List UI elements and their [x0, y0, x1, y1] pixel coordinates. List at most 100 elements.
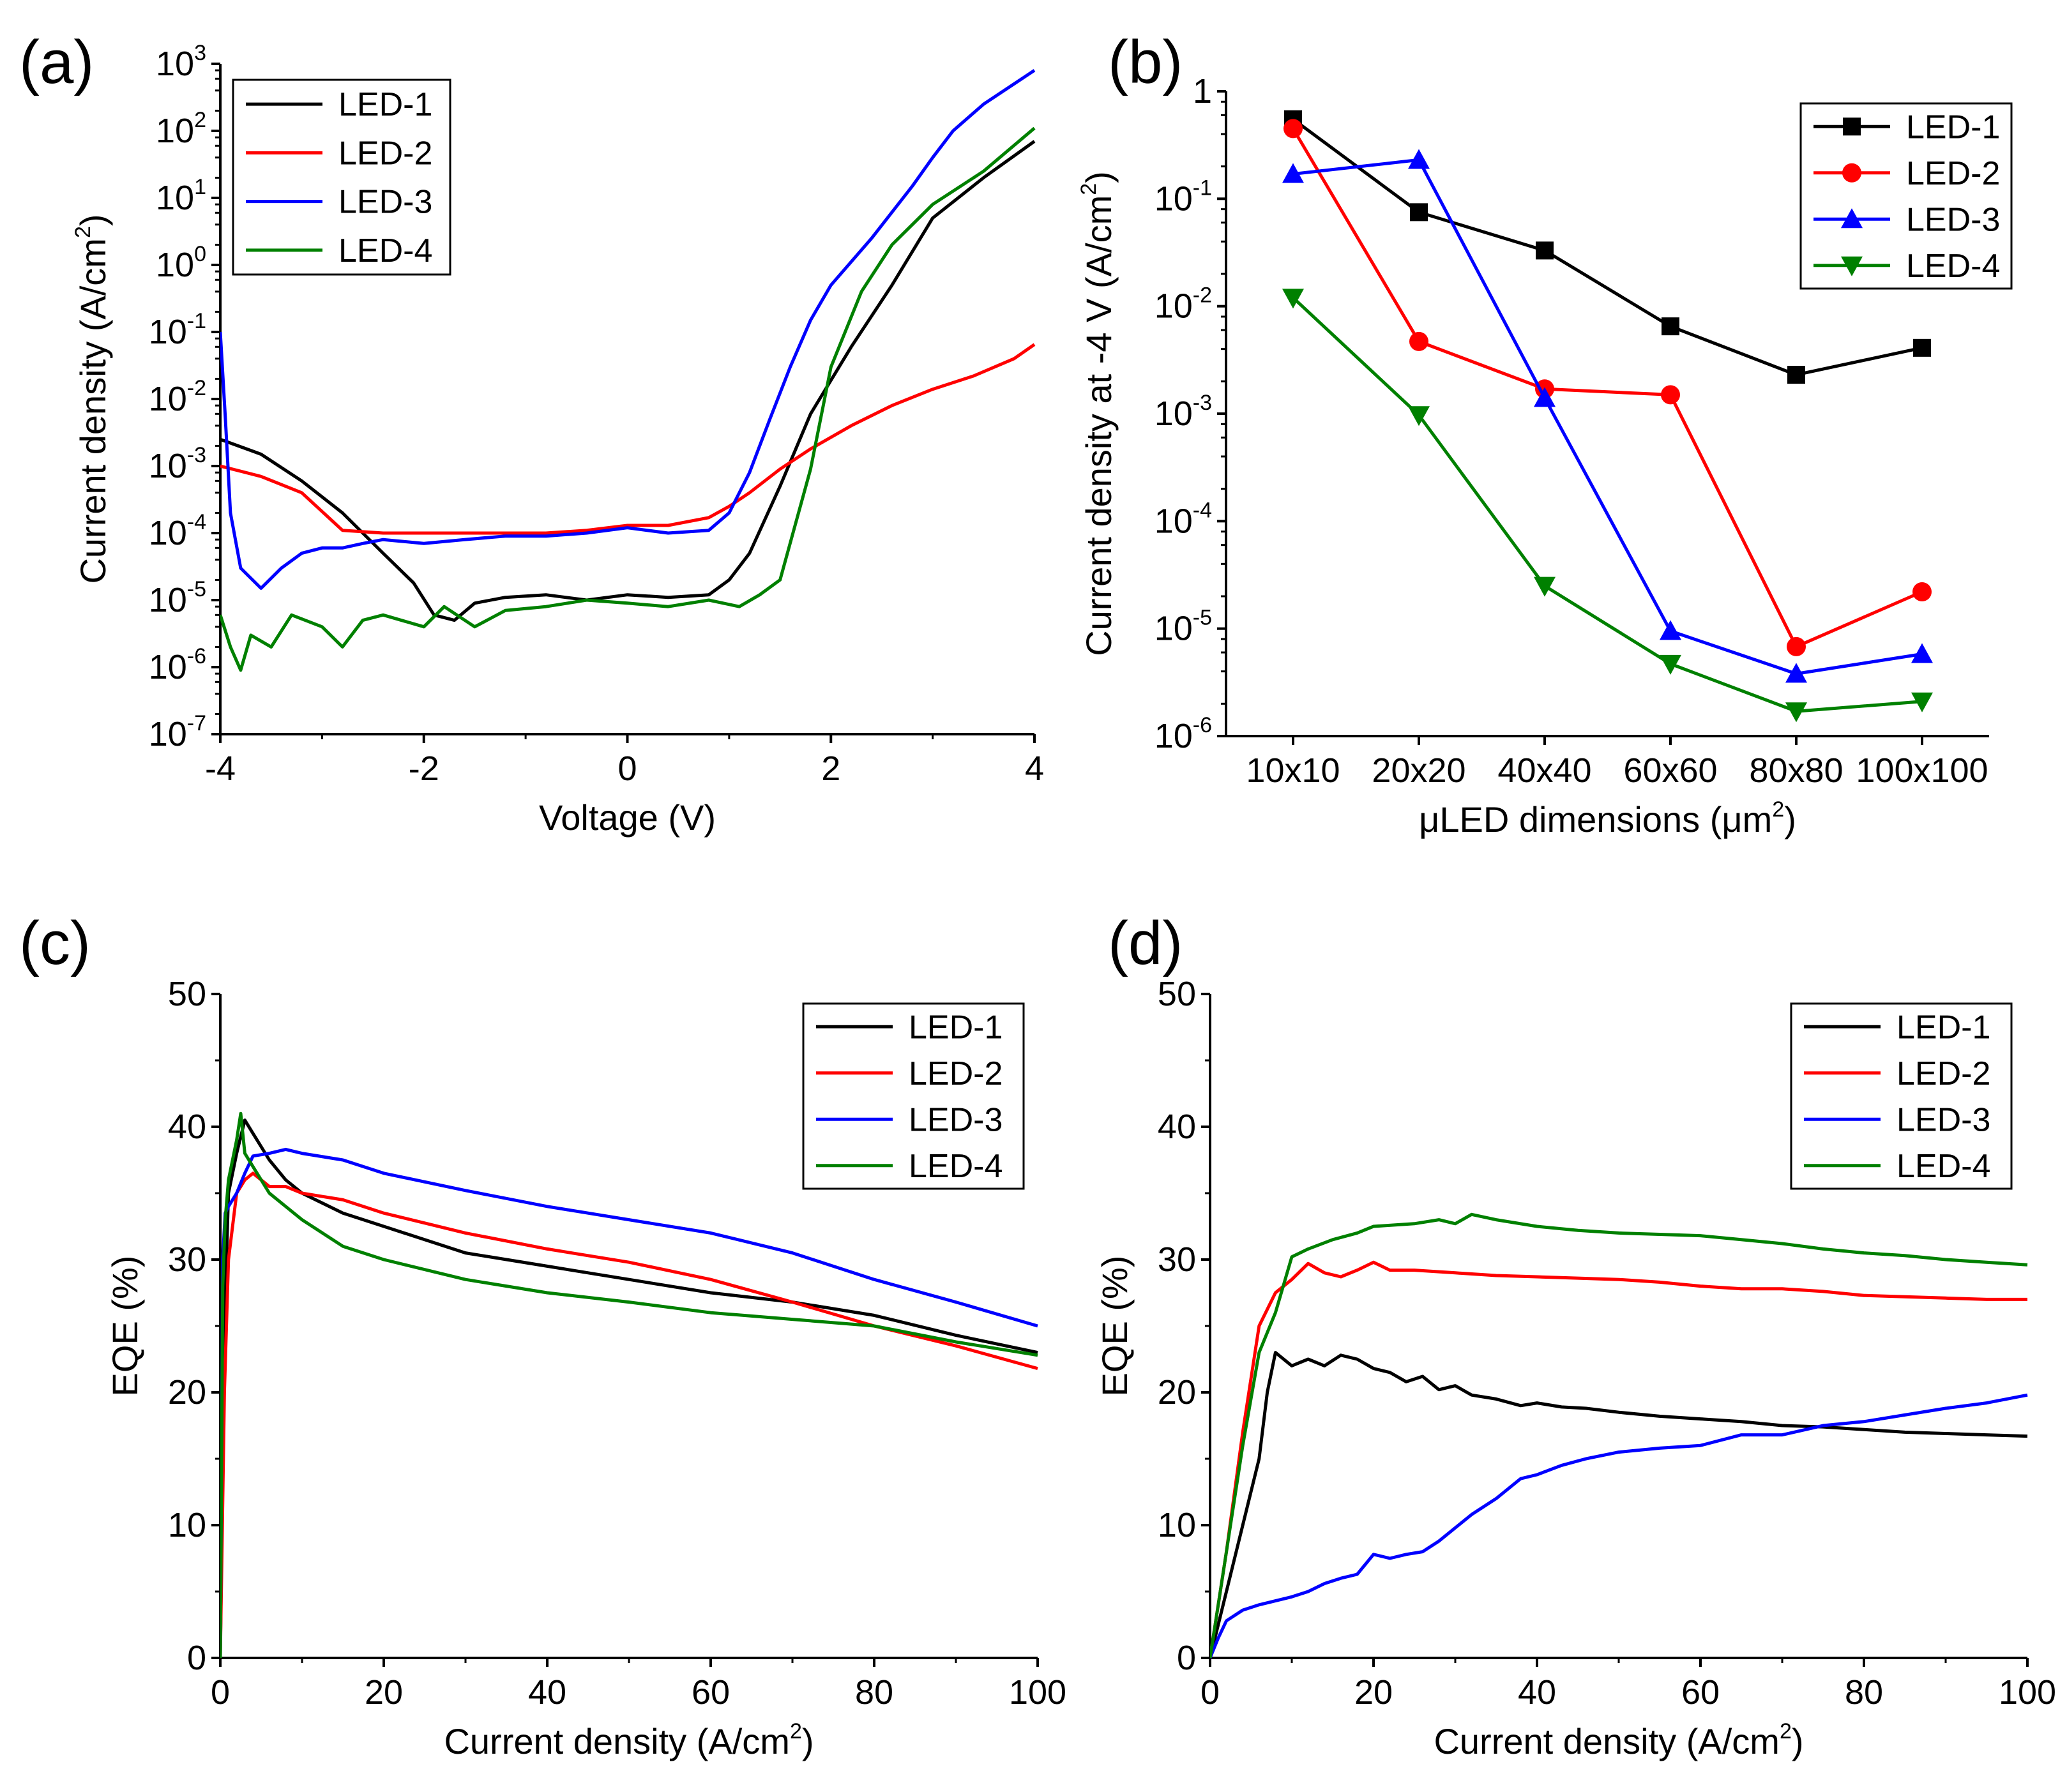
- panel-c: (c) 0 10 20 30 40 50 0 20 40 60 80 100 Current densit…: [19, 909, 1066, 1761]
- series-line-led-4: [220, 126, 1036, 672]
- y-tick-label: 50: [1158, 975, 1196, 1013]
- legend-label: LED-1: [1897, 1009, 1990, 1046]
- legend-label: LED-4: [1897, 1148, 1990, 1185]
- data-point-led-4: [1660, 654, 1681, 675]
- x-tick-label: 40: [528, 1673, 566, 1712]
- series-line-led-1: [1210, 1351, 2028, 1659]
- y-tick-label: 0: [187, 1639, 206, 1677]
- series-line-led-2: [220, 343, 1036, 535]
- series-line-led-2: [1291, 128, 1923, 649]
- x-tick-label: 20: [1354, 1673, 1393, 1712]
- x-tick-label: 100: [1009, 1673, 1066, 1712]
- y-tick-label: 102: [156, 108, 206, 150]
- x-tick-label: 40: [1518, 1673, 1556, 1712]
- x-tick-label: 100x100: [1856, 751, 1988, 790]
- legend-box: [1790, 1002, 2013, 1190]
- y-tick-label: 101: [156, 175, 206, 217]
- x-tick-label: 80x80: [1749, 751, 1843, 790]
- x-tick-label: 100: [1999, 1673, 2056, 1712]
- data-point-led-4: [1408, 406, 1430, 426]
- series-line-led-3: [220, 1147, 1038, 1659]
- x-tick-label: 60x60: [1623, 751, 1717, 790]
- y-tick-label: 10-2: [1155, 283, 1212, 326]
- series-line-led-4: [220, 1111, 1038, 1659]
- data-point-led-3: [1408, 149, 1430, 169]
- series-line-led-4: [1292, 296, 1923, 713]
- legend-label: LED-4: [1906, 248, 2000, 285]
- x-tick-label: 60: [692, 1673, 730, 1712]
- data-point-led-4: [1785, 702, 1807, 723]
- legend-label: LED-1: [338, 86, 432, 123]
- panel-d: (d) 0 10 20 30 40 50 0 20 40 60 80 100 Current densit…: [1094, 909, 2056, 1761]
- y-tick-label: 10: [168, 1506, 206, 1544]
- y-tick-label: 20: [168, 1373, 206, 1412]
- x-tick-label: -4: [205, 749, 236, 788]
- y-tick-label: 10: [1158, 1506, 1196, 1544]
- data-point-led-4: [1911, 692, 1933, 712]
- x-tick-label: 2: [821, 749, 840, 788]
- y-tick-label: 0: [1177, 1639, 1196, 1677]
- data-point-led-2: [1912, 582, 1932, 602]
- x-axis-title: Current density (A/cm2): [444, 1719, 814, 1761]
- x-tick-label: 80: [1845, 1673, 1883, 1712]
- x-tick-label: 0: [1200, 1673, 1220, 1712]
- data-point-led-3: [1911, 643, 1933, 663]
- panel-b: (b) 1 10-1 10-2 10-3 10-4 10-5 10-6 10x10 20x20 40…: [1077, 28, 2013, 840]
- y-tick-label: 10-7: [149, 711, 206, 753]
- data-point-led-3: [1534, 387, 1556, 407]
- legend-label: LED-2: [1906, 155, 2000, 192]
- y-axis-title: Current density (A/cm2): [71, 214, 113, 584]
- data-point-led-3: [1660, 620, 1681, 640]
- panel-label: (c): [19, 909, 91, 977]
- data-point-led-3: [1282, 163, 1304, 183]
- x-tick-label: 0: [617, 749, 637, 788]
- legend-label: LED-1: [1906, 109, 2000, 146]
- data-point-led-2: [1283, 119, 1303, 139]
- legend-label: LED-1: [909, 1009, 1003, 1046]
- y-tick-label: 20: [1158, 1373, 1196, 1412]
- x-tick-label: 4: [1025, 749, 1044, 788]
- legend-marker: [1841, 208, 1863, 229]
- y-tick-label: 40: [168, 1108, 206, 1146]
- y-tick-label: 10-3: [1155, 391, 1212, 433]
- x-tick-label: -2: [409, 749, 439, 788]
- panel-label: (a): [19, 28, 94, 96]
- legend-marker: [1842, 163, 1861, 183]
- series-line-led-3: [220, 69, 1036, 590]
- legend-label: LED-4: [909, 1148, 1003, 1185]
- series-line-led-2: [1210, 1260, 2027, 1659]
- panel-label: (b): [1108, 28, 1183, 96]
- x-axis-title: Current density (A/cm2): [1434, 1719, 1803, 1761]
- y-tick-label: 10-4: [1155, 498, 1212, 540]
- y-tick-label: 100: [156, 242, 206, 284]
- legend-label: LED-3: [1906, 201, 2000, 238]
- legend-label: LED-2: [909, 1055, 1003, 1092]
- data-point-led-1: [1662, 317, 1679, 336]
- legend-label: LED-3: [909, 1101, 1003, 1138]
- x-tick-label: 80: [855, 1673, 893, 1712]
- data-point-led-1: [1787, 366, 1805, 384]
- y-tick-label: 10-6: [149, 644, 206, 686]
- y-tick-label: 10-1: [149, 309, 206, 351]
- x-tick-label: 20: [365, 1673, 403, 1712]
- y-tick-label: 10-2: [149, 376, 206, 418]
- y-tick-label: 10-4: [149, 510, 206, 552]
- data-point-led-3: [1785, 663, 1807, 683]
- legend-box: [1799, 102, 2013, 290]
- y-tick-label: 1: [1193, 72, 1212, 110]
- data-point-led-2: [1409, 331, 1428, 351]
- x-tick-label: 40x40: [1497, 751, 1591, 790]
- legend-label: LED-2: [338, 135, 432, 172]
- data-point-led-1: [1410, 203, 1428, 222]
- y-axis-title: EQE (%): [105, 1256, 145, 1397]
- x-tick-label: 20x20: [1372, 751, 1465, 790]
- data-point-led-4: [1282, 289, 1304, 309]
- y-axis-title: Current density at -4 V (A/cm2): [1077, 171, 1119, 656]
- y-tick-label: 10-5: [1155, 606, 1212, 648]
- series-line-led-4: [1210, 1212, 2028, 1659]
- x-tick-label: 60: [1681, 1673, 1720, 1712]
- y-tick-label: 10-3: [149, 443, 206, 485]
- data-point-led-1: [1913, 338, 1931, 357]
- legend-label: LED-3: [1897, 1101, 1990, 1138]
- x-axis-title: Voltage (V): [539, 797, 716, 838]
